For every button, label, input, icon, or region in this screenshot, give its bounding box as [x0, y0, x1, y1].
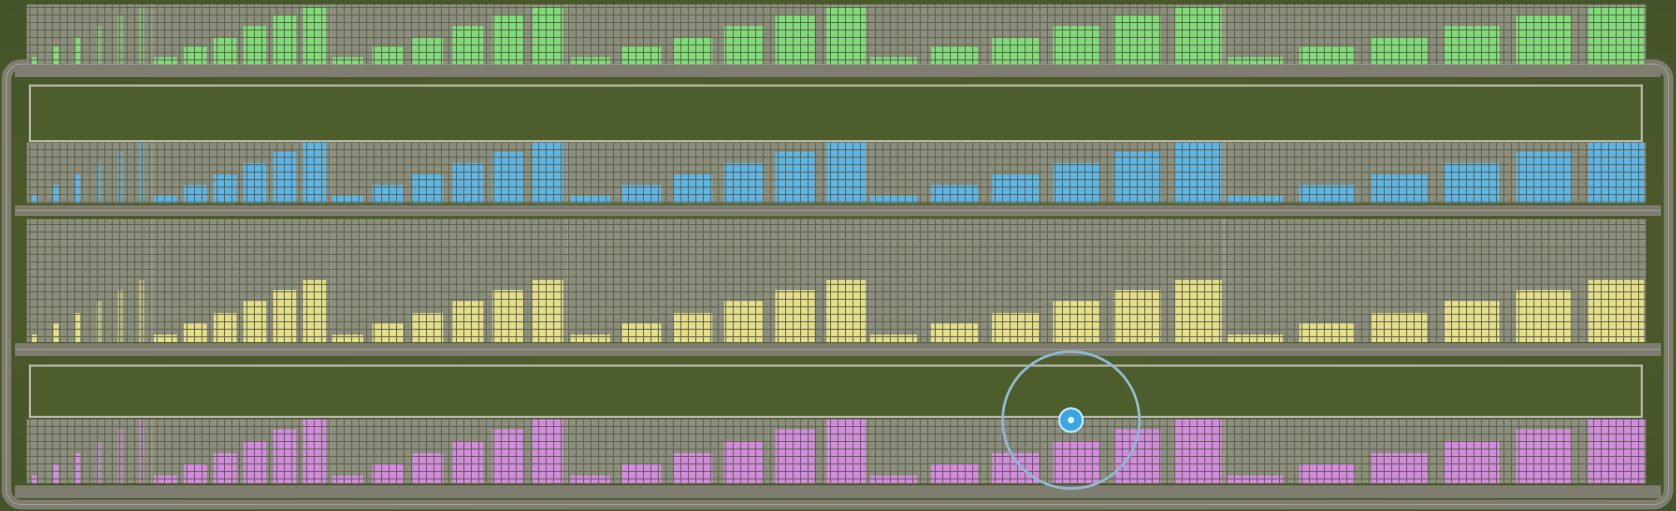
- median: [28, 84, 1643, 143]
- cursor-center: [1067, 416, 1075, 424]
- brush-radius[interactable]: [1001, 350, 1141, 490]
- road-marking: [5, 63, 1670, 506]
- cell-lines: [26, 142, 1647, 204]
- cell-lines: [26, 219, 1647, 343]
- zones: [26, 4, 1647, 484]
- median: [28, 364, 1643, 418]
- road: [14, 66, 1662, 77]
- cell-lines: [26, 419, 1647, 484]
- road: [14, 485, 1662, 499]
- cell-lines: [26, 4, 1647, 65]
